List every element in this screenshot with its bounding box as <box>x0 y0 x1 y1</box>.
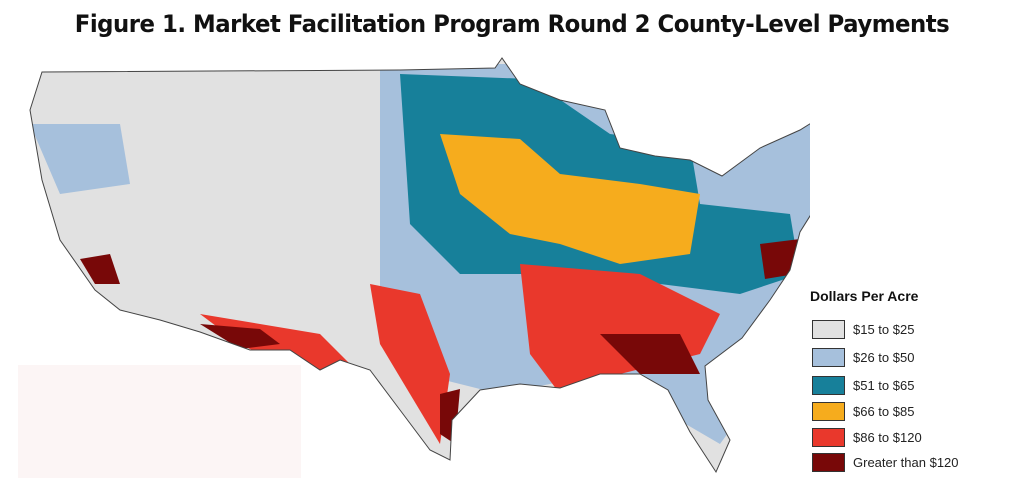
map <box>29 57 810 473</box>
legend-label: $15 to $25 <box>853 321 915 337</box>
legend-label: Greater than $120 <box>853 454 959 470</box>
payment-region <box>600 334 700 374</box>
title: Figure 1. Market Facilitation Program Ro… <box>74 10 950 38</box>
legend-title: Dollars Per Acre <box>810 288 919 304</box>
legend-swatch <box>812 452 845 472</box>
legend-item: Greater than $120 <box>812 451 959 473</box>
payment-region <box>440 134 700 264</box>
payment-region <box>30 124 130 194</box>
legend-label: $26 to $50 <box>853 349 915 365</box>
legend-item: $15 to $25 <box>812 318 914 340</box>
legend-item: $51 to $65 <box>812 374 914 396</box>
legend-item: $86 to $120 <box>812 426 922 448</box>
legend-swatch <box>812 401 845 421</box>
payment-region <box>80 254 120 284</box>
legend-item: $66 to $85 <box>812 400 914 422</box>
legend-swatch <box>812 427 845 447</box>
payment-region <box>370 284 450 444</box>
legend-swatch <box>812 375 845 395</box>
legend-swatch <box>812 347 845 367</box>
legend-label: $86 to $120 <box>853 429 922 445</box>
payment-regions <box>30 64 810 444</box>
payment-region <box>200 324 280 349</box>
legend-swatch <box>812 319 845 339</box>
payment-region <box>440 389 460 444</box>
payment-region <box>760 239 800 279</box>
legend-item: $26 to $50 <box>812 346 914 368</box>
note-box <box>18 365 301 478</box>
legend-label: $66 to $85 <box>853 403 915 419</box>
legend-label: $51 to $65 <box>853 377 915 393</box>
